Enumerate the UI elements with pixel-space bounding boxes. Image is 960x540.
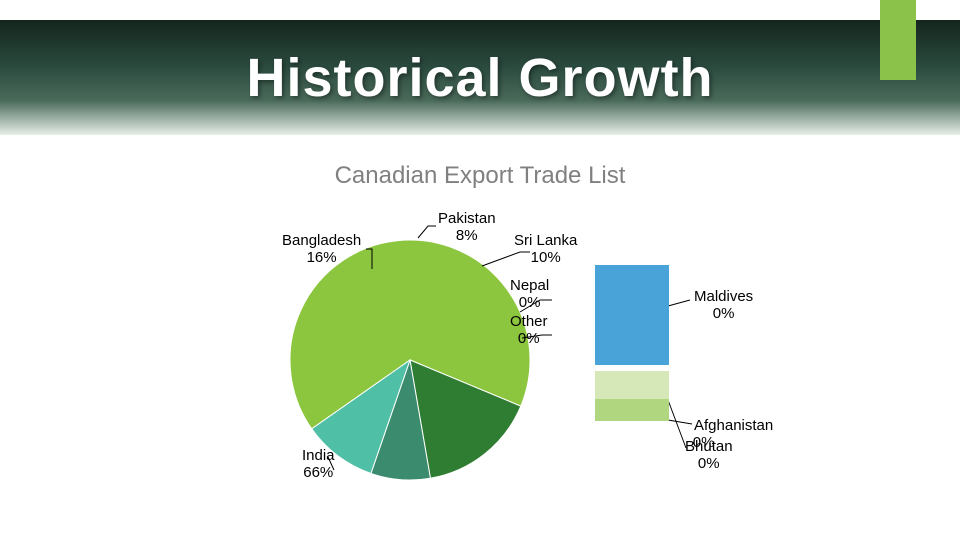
leader-line xyxy=(668,400,686,448)
label-name: Bangladesh xyxy=(282,232,361,249)
leader-line xyxy=(668,300,690,306)
label-pct: 0% xyxy=(713,305,735,322)
label-pct: 16% xyxy=(307,249,337,266)
label-pct: 0% xyxy=(519,294,541,311)
label-name: Nepal xyxy=(510,277,549,294)
label-pct: 66% xyxy=(303,464,333,481)
label-india: India 66% xyxy=(302,447,335,482)
slide: Historical Growth Canadian Export Trade … xyxy=(0,0,960,540)
legend-swatch-afghanistan xyxy=(595,399,669,421)
label-bangladesh: Bangladesh 16% xyxy=(282,232,361,267)
label-pct: 10% xyxy=(531,249,561,266)
chart-subtitle: Canadian Export Trade List xyxy=(0,162,960,190)
label-srilanka: Sri Lanka 10% xyxy=(514,232,577,267)
label-maldives: Maldives 0% xyxy=(694,288,753,323)
label-name: Other xyxy=(510,313,548,330)
label-name: Sri Lanka xyxy=(514,232,577,249)
legend-stack xyxy=(595,265,669,421)
label-pct: 8% xyxy=(456,227,478,244)
header-band: Historical Growth xyxy=(0,20,960,135)
label-pct: 0% xyxy=(698,455,720,472)
leader-line xyxy=(668,420,692,424)
label-pct: 0% xyxy=(518,330,540,347)
label-name: Maldives xyxy=(694,288,753,305)
label-name: Bhutan xyxy=(685,438,733,455)
legend-swatch-maldives xyxy=(595,265,669,365)
page-title: Historical Growth xyxy=(246,47,713,109)
label-pakistan: Pakistan 8% xyxy=(438,210,496,245)
accent-square xyxy=(880,0,916,80)
label-nepal: Nepal 0% xyxy=(510,277,549,312)
label-other: Other 0% xyxy=(510,313,548,348)
label-name: Pakistan xyxy=(438,210,496,227)
label-name: Afghanistan xyxy=(694,417,773,434)
label-name: India xyxy=(302,447,335,464)
legend-swatch-bhutan xyxy=(595,371,669,399)
label-bhutan: Bhutan 0% xyxy=(685,438,733,473)
